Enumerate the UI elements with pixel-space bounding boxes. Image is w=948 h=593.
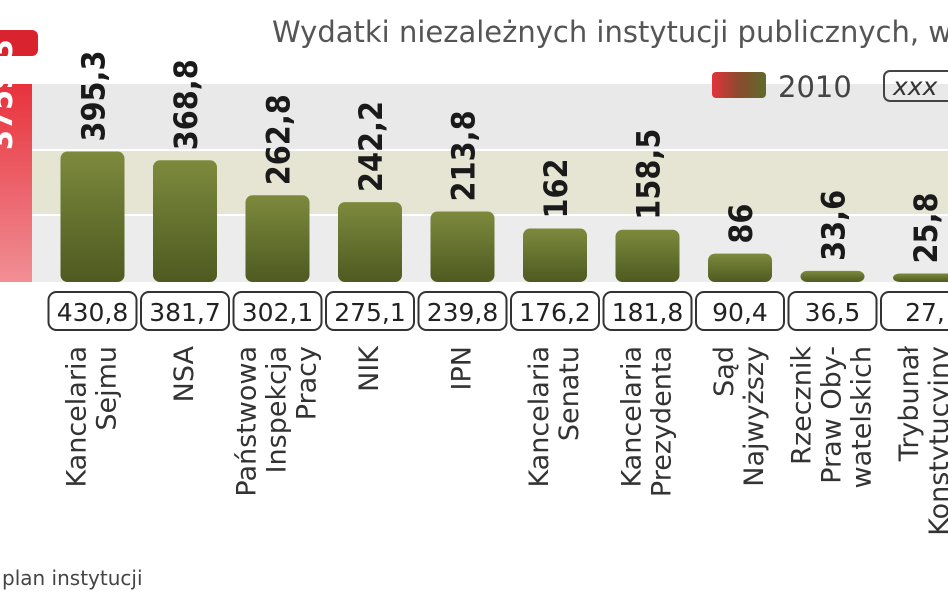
x-tick-label: Kancelaria <box>617 346 648 488</box>
data-label: 25,8 <box>907 192 945 263</box>
bar <box>800 270 865 282</box>
x-tick-label: Inspekcja <box>262 346 293 473</box>
x-tick-label: Sąd <box>709 346 740 397</box>
x-tick-label: Najwyższy <box>739 346 770 487</box>
plan-label: 302,1 <box>242 298 314 327</box>
plan-label: 90,4 <box>712 298 768 327</box>
bar <box>245 195 310 282</box>
x-tick-label: Rzecznik <box>787 346 818 465</box>
chart-title: Wydatki niezależnych instytucji publiczn… <box>272 15 948 49</box>
plan-box <box>232 291 323 331</box>
plan-label: 27, <box>905 298 945 327</box>
plan-label: 275,1 <box>334 298 406 327</box>
bar <box>430 211 495 282</box>
legend-swatch <box>883 70 948 102</box>
data-label: 162 <box>537 158 575 218</box>
plan-label: 381,7 <box>149 298 221 327</box>
x-tick-label: IPN <box>447 346 478 390</box>
x-tick-label: Trybunał <box>894 346 925 463</box>
plan-label: 239,8 <box>427 298 499 327</box>
bar <box>708 253 772 282</box>
legend-label: xxx <box>892 72 938 101</box>
x-tick-label: NSA <box>169 345 200 402</box>
bar <box>0 30 38 56</box>
plan-box <box>47 291 138 331</box>
bar <box>153 160 217 282</box>
data-label: 395,3 <box>75 50 113 141</box>
plan-box <box>695 291 785 331</box>
data-label: 86 <box>722 204 760 244</box>
plan-box <box>325 291 415 331</box>
plot-area <box>0 30 948 282</box>
plan-label: 176,2 <box>519 298 591 327</box>
x-tick-label: Kancelaria <box>62 346 93 488</box>
data-label: 33,6 <box>815 190 853 261</box>
x-tick-label: watelskich <box>847 346 878 489</box>
plan-label: 430,8 <box>57 298 129 327</box>
x-tick-label: Pracy <box>292 346 323 420</box>
data-label: 262,8 <box>260 94 298 185</box>
plan-box <box>140 291 230 331</box>
plan-label: 36,5 <box>805 298 861 327</box>
plan-box <box>417 291 508 331</box>
bar <box>60 151 125 282</box>
footnote: plan instytucji <box>2 566 143 590</box>
x-tick-label: Senatu <box>554 346 585 441</box>
plan-box <box>880 291 948 331</box>
plan-box <box>510 291 600 331</box>
x-tick-label: Państwowa <box>232 346 263 497</box>
band <box>0 84 948 150</box>
bar <box>523 228 587 282</box>
data-label: 368,8 <box>167 59 205 150</box>
data-label: 242,2 <box>352 101 390 192</box>
legend-label: 2010 <box>778 70 852 104</box>
plan-label: 181,8 <box>612 298 684 327</box>
plan-box <box>602 291 693 331</box>
x-tick-label: Kancelaria <box>524 346 555 488</box>
x-tick-label: Konstytucyjny <box>924 346 948 536</box>
x-tick-label: Sejmu <box>92 346 123 431</box>
data-label: 213,8 <box>445 110 483 201</box>
x-tick-label: NIK <box>354 345 385 392</box>
data-label: 158,5 <box>630 129 668 220</box>
x-tick-label: Praw Oby- <box>817 346 848 484</box>
bar <box>0 84 32 282</box>
bar <box>338 202 402 282</box>
plan-box <box>787 291 878 331</box>
data-label: 3759,3 <box>0 39 20 150</box>
bar <box>893 273 948 282</box>
legend-swatch <box>712 72 766 98</box>
x-tick-label: Prezydenta <box>647 346 678 497</box>
bar <box>615 229 680 282</box>
